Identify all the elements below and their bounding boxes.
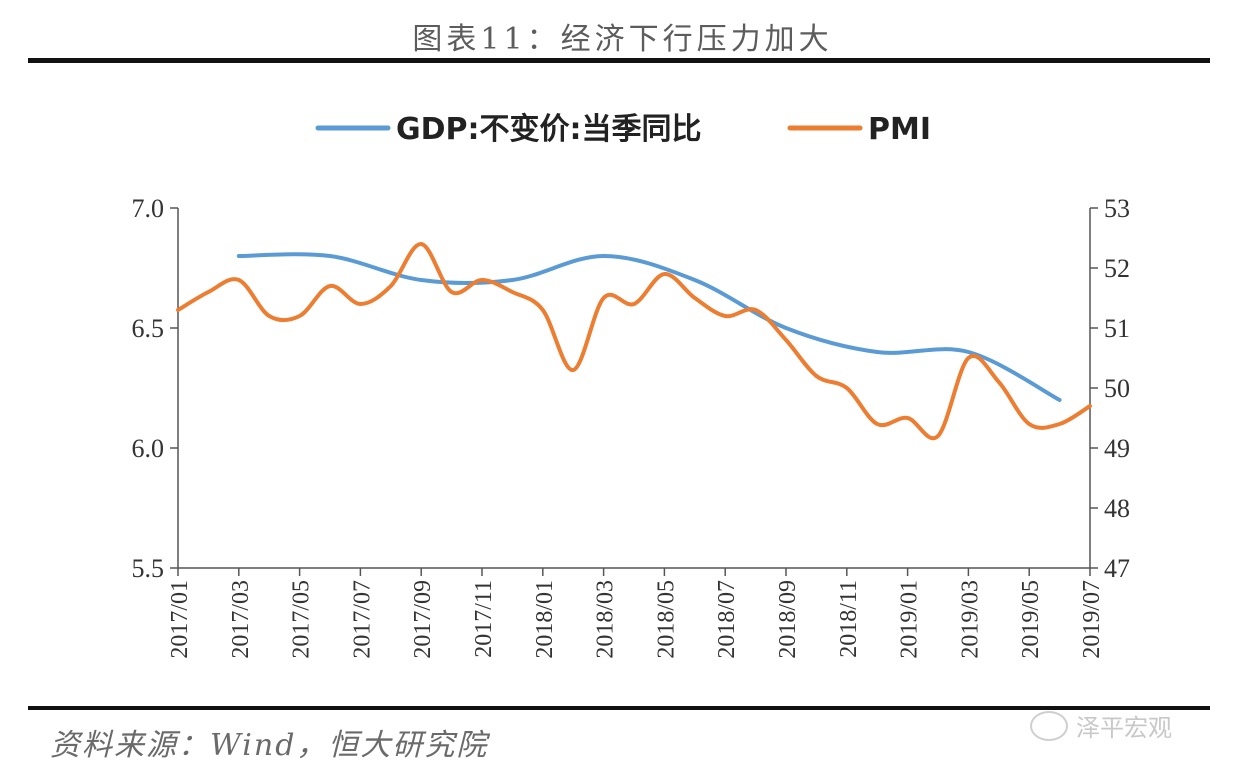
right-tick-label: 47	[1104, 554, 1130, 583]
x-tick-label: 2017/03	[228, 580, 254, 659]
x-tick-label: 2017/07	[349, 580, 375, 659]
axes: 7.0 6.5 6.0 5.5 53 52 51 50 49 48 47 2017/01 2017/03…	[132, 194, 1131, 659]
x-tick-label: 2017/09	[410, 580, 436, 659]
right-tick-label: 49	[1104, 434, 1130, 463]
x-tick-label: 2018/03	[593, 580, 619, 659]
line-chart: GDP:不变价:当季同比 PMI 7.0 6.5 6.0 5.5 53 52 51 50 49 48…	[132, 112, 1131, 659]
legend: GDP:不变价:当季同比 PMI	[315, 112, 931, 147]
x-tick-label: 2018/09	[775, 580, 801, 659]
chart-title: 图表11：经济下行压力加大	[412, 22, 833, 57]
x-tick-label: 2019/07	[1079, 580, 1105, 659]
legend-label-pmi: PMI	[868, 112, 931, 147]
left-tick-label: 6.0	[132, 434, 165, 463]
x-tick-label: 2017/11	[471, 580, 497, 658]
gdp-series-line	[236, 252, 1062, 402]
left-tick-label: 7.0	[132, 194, 165, 223]
x-tick-label: 2018/01	[532, 580, 558, 659]
watermark-text: 泽平宏观	[1076, 714, 1172, 742]
x-tick-label: 2019/03	[957, 580, 983, 659]
right-tick-label: 53	[1104, 194, 1130, 223]
series-layer	[176, 242, 1092, 441]
left-tick-label: 6.5	[132, 314, 165, 343]
top-rule	[28, 58, 1210, 63]
right-tick-label: 48	[1104, 494, 1130, 523]
x-tick-label: 2019/01	[897, 580, 923, 659]
wechat-icon	[1030, 710, 1068, 741]
x-tick-label: 2018/05	[653, 580, 679, 659]
source-note: 资料来源：Wind，恒大研究院	[50, 728, 489, 763]
x-tick-label: 2018/07	[714, 580, 740, 659]
watermark: 泽平宏观	[1030, 708, 1172, 743]
bottom-rule	[28, 706, 1210, 710]
pmi-series-line	[176, 242, 1092, 441]
x-tick-label: 2017/05	[289, 580, 315, 659]
x-tick-label: 2017/01	[167, 580, 193, 659]
left-tick-label: 5.5	[132, 554, 165, 583]
x-tick-label: 2019/05	[1018, 580, 1044, 659]
right-tick-label: 52	[1104, 254, 1130, 283]
x-tick-label: 2018/11	[836, 580, 862, 658]
right-tick-label: 50	[1104, 374, 1130, 403]
right-tick-label: 51	[1104, 314, 1130, 343]
legend-label-gdp: GDP:不变价:当季同比	[396, 112, 702, 147]
